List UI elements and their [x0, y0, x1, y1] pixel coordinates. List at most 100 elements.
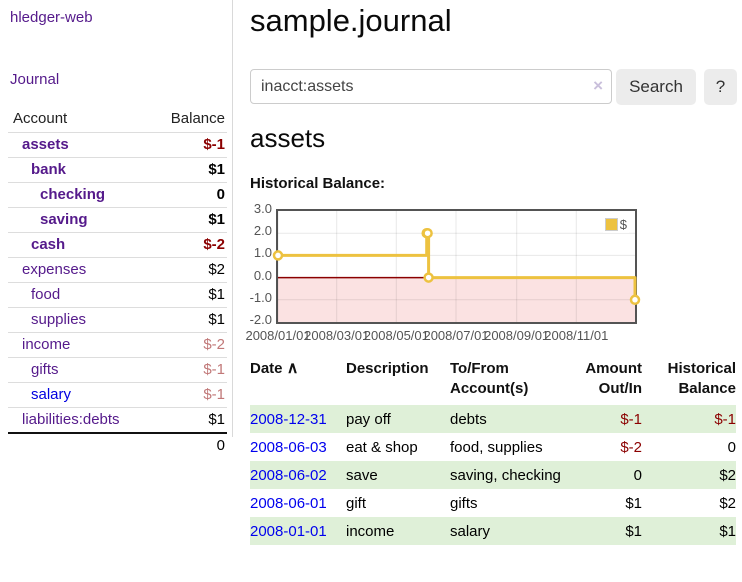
balance-header-line2: Balance: [678, 380, 736, 397]
account-balance: $-2: [149, 332, 227, 358]
sort-ascending-icon: ∧: [286, 360, 299, 377]
accounts-col-balance: Balance: [149, 104, 227, 133]
account-row: bank $1: [8, 157, 227, 183]
app-title-link[interactable]: hledger-web: [10, 9, 93, 26]
register-col-date[interactable]: Date ∧: [250, 359, 346, 405]
register-row: 2008-06-02 save saving, checking 0 $2: [250, 461, 736, 489]
legend-label: $: [619, 217, 627, 232]
account-row: checking 0: [8, 182, 227, 208]
register-date-cell: 2008-06-02: [250, 461, 346, 489]
register-description-cell: income: [346, 517, 450, 545]
search-button[interactable]: Search: [616, 69, 696, 105]
register-description-cell: pay off: [346, 405, 450, 433]
chart-title: Historical Balance:: [250, 175, 386, 192]
balance-chart: $ 3.0 2.0 1.0 0.0 -1.0 -2.0 2008/01/01 2008/03…: [245, 202, 686, 343]
register-date-cell: 2008-12-31: [250, 405, 346, 433]
account-link-expenses[interactable]: expenses: [22, 261, 87, 278]
account-link-food[interactable]: food: [31, 286, 61, 303]
register-row: 2008-06-03 eat & shop food, supplies $-2 0: [250, 433, 736, 461]
chart-legend: $: [602, 216, 629, 233]
register-balance-cell: $1: [642, 517, 736, 545]
account-row: liabilities:debts $1: [8, 407, 227, 434]
register-accounts-cell: gifts: [450, 495, 478, 512]
account-row: expenses $2: [8, 257, 227, 283]
x-tick-label: 2008/05/01: [363, 328, 429, 343]
account-balance: $1: [149, 307, 227, 333]
balance-header-line1: Historical: [667, 360, 736, 377]
sidebar: hledger-web Journal Account Balance asse…: [0, 0, 233, 458]
register-amount-cell: $-2: [620, 439, 642, 456]
register-date-cell: 2008-06-03: [250, 433, 346, 461]
account-row: salary $-1: [8, 382, 227, 408]
transaction-date-link[interactable]: 2008-06-03: [250, 439, 327, 456]
chart-plot-area: $: [272, 209, 641, 324]
register-balance-cell: $-1: [642, 405, 736, 433]
account-balance: $-2: [149, 232, 227, 258]
x-tick-label: 2008/11/01: [544, 328, 609, 343]
account-link-income[interactable]: income: [22, 336, 71, 353]
register-accounts-cell: salary: [450, 517, 562, 545]
transaction-date-link[interactable]: 2008-01-01: [250, 523, 327, 540]
account-name-cell: supplies: [8, 307, 150, 333]
accounts-table: Account Balance assets $-1 bank $1 checking 0…: [8, 104, 227, 458]
x-tick-label: 2008/03/01: [304, 328, 370, 343]
account-row: food $1: [8, 282, 227, 308]
help-button[interactable]: ?: [704, 69, 737, 105]
spacer: [8, 432, 150, 458]
account-link-checking[interactable]: checking: [40, 186, 106, 203]
register-row: 2008-12-31 pay off debts $-1 $-1: [250, 405, 736, 433]
clear-search-icon[interactable]: ×: [593, 76, 603, 95]
accounts-col-account: Account: [8, 104, 150, 133]
account-balance: $1: [149, 407, 227, 434]
y-tick-label: 0.0: [253, 267, 272, 283]
account-link-supplies[interactable]: supplies: [31, 311, 87, 328]
register-row: 2008-01-01 income salary $1 $1: [250, 517, 736, 545]
search-input[interactable]: [250, 69, 612, 104]
account-link-salary[interactable]: salary: [31, 386, 72, 403]
sidebar-item-journal[interactable]: Journal: [10, 71, 60, 88]
account-link-gifts[interactable]: gifts: [31, 361, 59, 378]
account-name-cell: expenses: [8, 257, 150, 283]
register-amount-cell: $-1: [562, 405, 642, 433]
accounts-header-line1: To/From: [450, 360, 509, 377]
account-name-cell: bank: [8, 157, 150, 183]
account-row: income $-2: [8, 332, 227, 358]
account-name-cell: assets: [8, 132, 150, 158]
register-row: 2008-06-01 gift gifts $1 $2: [250, 489, 736, 517]
data-point: [423, 272, 434, 283]
account-row: saving $1: [8, 207, 227, 233]
register-balance-cell: $2: [719, 495, 736, 512]
transaction-date-link[interactable]: 2008-12-31: [250, 411, 327, 428]
x-tick-label: 2008/07/01: [423, 328, 489, 343]
register-accounts-cell: saving, checking: [450, 461, 562, 489]
account-balance: 0: [149, 182, 227, 208]
register-date-cell: 2008-06-01: [250, 489, 346, 517]
legend-swatch: [604, 218, 618, 231]
register-description-cell: eat & shop: [346, 439, 418, 456]
account-link-cash[interactable]: cash: [31, 236, 66, 253]
transaction-date-link[interactable]: 2008-06-02: [250, 467, 327, 484]
y-tick-label: 3.0: [253, 201, 272, 216]
account-heading: assets: [250, 123, 326, 153]
account-balance: $1: [149, 157, 227, 183]
account-link-liabilities-debts[interactable]: liabilities:debts: [22, 411, 120, 428]
account-balance: $2: [149, 257, 227, 283]
account-name-cell: liabilities:debts: [8, 407, 150, 434]
search-form: ×: [250, 69, 612, 104]
register-description-cell: save: [346, 461, 450, 489]
account-row: supplies $1: [8, 307, 227, 333]
accounts-header-row: Account Balance: [8, 104, 227, 133]
register-accounts-cell: food, supplies: [450, 439, 543, 456]
account-row: gifts $-1: [8, 357, 227, 383]
accounts-total-value: 0: [149, 432, 227, 458]
date-header-label: Date: [250, 360, 283, 377]
account-link-bank[interactable]: bank: [31, 161, 67, 178]
chart-canvas: [272, 211, 641, 322]
account-link-assets[interactable]: assets: [22, 136, 69, 153]
account-link-saving[interactable]: saving: [40, 211, 88, 228]
y-tick-label: -2.0: [249, 312, 272, 327]
transaction-date-link[interactable]: 2008-06-01: [250, 495, 327, 512]
register-table: Date ∧ Description To/From Account(s) Am…: [250, 359, 736, 545]
register-col-description: Description: [346, 360, 429, 377]
